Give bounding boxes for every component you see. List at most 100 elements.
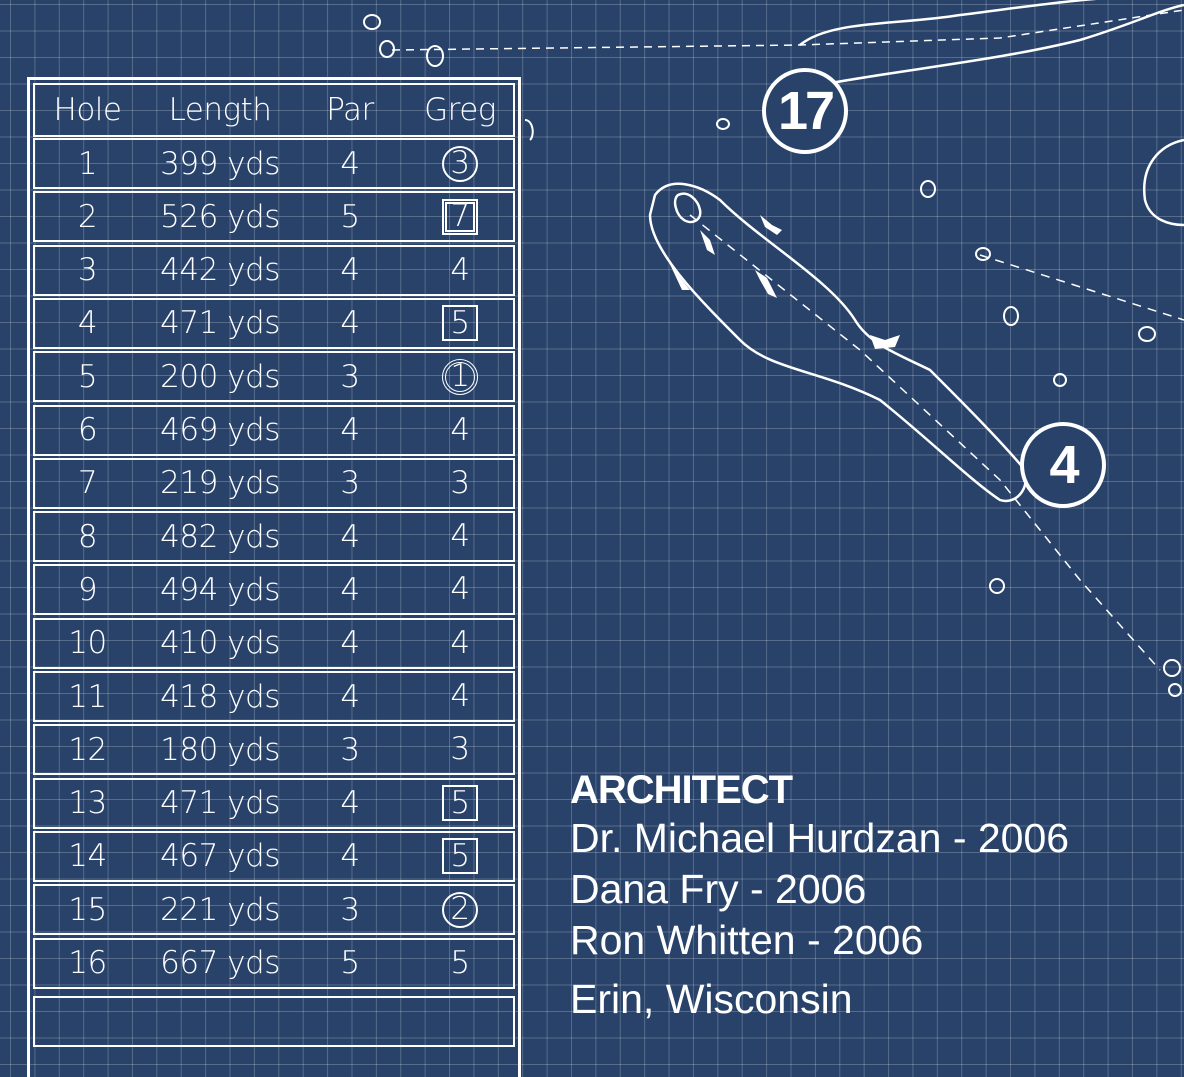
architect-line: Ron Whitten - 2006 — [570, 917, 924, 963]
hole-number: 4 — [77, 305, 98, 342]
player-score-cell: 2 — [400, 886, 520, 933]
hole-par: 4 — [340, 252, 360, 289]
hole-number: 3 — [77, 252, 98, 289]
hole-par: 4 — [340, 785, 360, 822]
player-score-cell: 4 — [400, 247, 520, 294]
player-score-cell: 5 — [400, 940, 520, 987]
hole-par: 4 — [340, 678, 360, 715]
hole-par: 3 — [340, 891, 360, 928]
player-score-cell: 5 — [400, 833, 520, 880]
player-score-cell: 5 — [400, 300, 520, 347]
player-score-cell: 3 — [400, 726, 520, 773]
player-score: 3 — [442, 145, 478, 182]
hole-number: 8 — [77, 518, 98, 555]
hole-length: 482 yds — [160, 518, 280, 555]
hole-number: 16 — [68, 945, 107, 981]
player-score-cell: 1 — [400, 353, 520, 400]
player-score: 3 — [450, 464, 470, 501]
hole-par: 4 — [340, 518, 360, 555]
player-score: 4 — [450, 251, 470, 288]
table-row: 10 410 yds 4 4 — [33, 617, 515, 669]
hole-4-tee — [673, 192, 702, 224]
architect-section: ARCHITECT Dr. Michael Hurdzan - 2006 Dan… — [570, 768, 1069, 1025]
player-score: 4 — [450, 411, 470, 448]
player-score: 4 — [450, 678, 470, 714]
player-score: 5 — [442, 785, 478, 822]
player-score: 4 — [450, 571, 470, 608]
player-score: 5 — [450, 944, 470, 981]
table-row: 6 469 yds 4 4 — [33, 404, 515, 456]
hole-length: 442 yds — [160, 252, 280, 289]
player-score: 4 — [450, 624, 470, 661]
player-score-cell: 7 — [400, 193, 520, 240]
hole-par: 4 — [340, 625, 360, 662]
player-score-cell: 3 — [400, 460, 520, 507]
table-row: 3 442 yds 4 4 — [33, 244, 515, 296]
header-hole: Hole — [53, 92, 122, 128]
player-score-cell: 3 — [400, 140, 520, 187]
hole-par: 4 — [340, 145, 360, 182]
hole-17-badge: 17 — [762, 68, 848, 154]
hole-par: 4 — [340, 412, 360, 448]
table-row: 8 482 yds 4 4 — [33, 511, 515, 563]
hole-length: 219 yds — [160, 465, 280, 502]
hole-number: 9 — [77, 571, 98, 608]
player-score: 1 — [442, 358, 478, 395]
table-row: 1 399 yds 4 3 — [33, 138, 515, 189]
table-row: 13 471 yds 4 5 — [33, 777, 515, 829]
hole-par: 4 — [340, 571, 360, 608]
table-row: 15 221 yds 3 2 — [33, 884, 515, 936]
table-row: 14 467 yds 4 5 — [33, 830, 515, 882]
header-length: Length — [168, 92, 272, 128]
hole-18-line — [979, 254, 1184, 321]
hole-4-bunkers — [668, 215, 900, 349]
hole-par: 3 — [340, 731, 360, 768]
header-par: Par — [326, 92, 374, 128]
hole-number: 1 — [77, 145, 98, 182]
hole-length: 418 yds — [160, 678, 280, 715]
hole-par: 4 — [340, 838, 360, 875]
player-score-cell: 5 — [400, 780, 520, 827]
hole-number: 13 — [68, 785, 107, 822]
architect-line: Dr. Michael Hurdzan - 2006 — [570, 815, 1070, 861]
hole-number: 11 — [68, 678, 107, 715]
table-row: 7 219 yds 3 3 — [33, 457, 515, 509]
table-row: 9 494 yds 4 4 — [33, 564, 515, 616]
architect-title: ARCHITECT — [570, 768, 793, 812]
table-row: 4 471 yds 4 5 — [33, 297, 515, 349]
table-row: 11 418 yds 4 4 — [33, 671, 515, 722]
hole-number: 14 — [68, 838, 107, 875]
scorecard-table: Hole Length Par Greg 1 399 yds 4 3 2 526 yds 5… — [27, 77, 521, 1077]
hole-length: 180 yds — [160, 731, 280, 768]
hole-4-badge: 4 — [1020, 422, 1106, 508]
right-green — [1142, 138, 1184, 227]
hole-par: 3 — [340, 358, 360, 395]
hole-number: 7 — [77, 465, 98, 502]
player-score: 7 — [442, 198, 478, 235]
course-map — [363, 0, 1184, 697]
hole-length: 469 yds — [160, 412, 280, 448]
hole-length: 471 yds — [160, 785, 280, 822]
player-score: 4 — [450, 518, 470, 555]
hole-par: 4 — [340, 305, 360, 342]
hole-par: 5 — [340, 945, 360, 981]
table-header: Hole Length Par Greg — [33, 83, 515, 137]
hole-length: 221 yds — [160, 891, 280, 928]
table-row: 5 200 yds 3 1 — [33, 351, 515, 403]
hole-length: 200 yds — [160, 358, 280, 395]
table-row-partial — [33, 996, 515, 1047]
player-score: 3 — [450, 731, 470, 768]
architect-line: Dana Fry - 2006 — [570, 866, 867, 912]
hole-length: 467 yds — [160, 838, 280, 875]
hole-number: 6 — [77, 412, 98, 448]
hole-number: 10 — [68, 625, 107, 662]
hole-length: 526 yds — [160, 198, 280, 235]
hole-4-line — [689, 214, 1161, 671]
trees — [363, 14, 1182, 697]
hole-length: 494 yds — [160, 571, 280, 608]
table-row: 2 526 yds 5 7 — [33, 191, 515, 243]
hole-number: 15 — [68, 891, 107, 928]
table-row: 12 180 yds 3 3 — [33, 724, 515, 776]
hole-17-line — [391, 9, 1184, 51]
hole-par: 5 — [340, 198, 360, 235]
